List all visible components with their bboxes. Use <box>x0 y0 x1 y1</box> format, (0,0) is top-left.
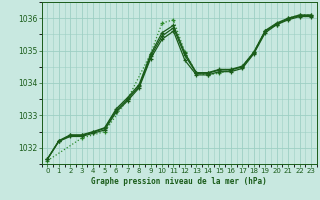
X-axis label: Graphe pression niveau de la mer (hPa): Graphe pression niveau de la mer (hPa) <box>91 177 267 186</box>
